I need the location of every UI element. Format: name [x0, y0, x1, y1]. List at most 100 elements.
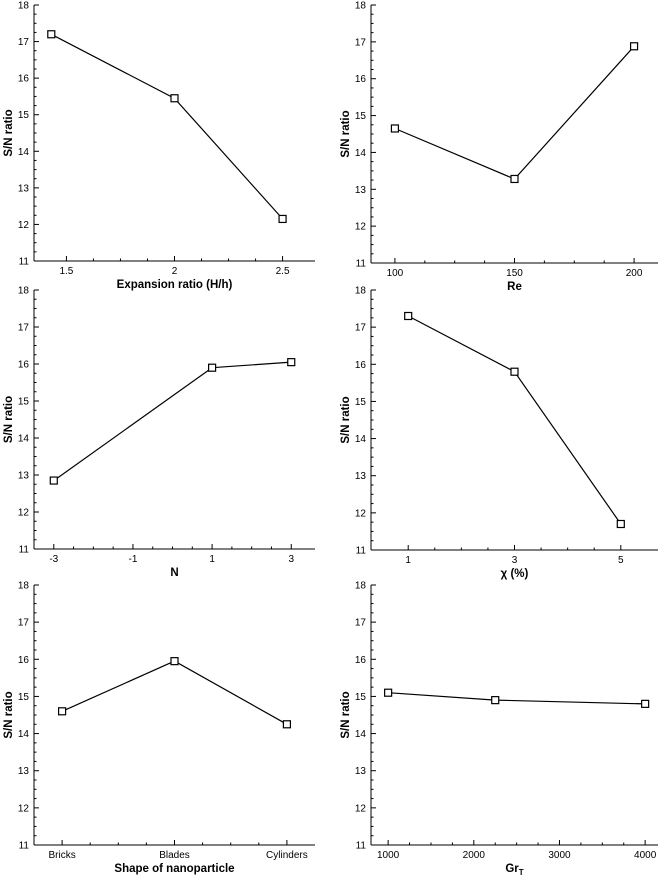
data-point-marker — [287, 358, 296, 367]
x-tick-label: 3 — [288, 554, 294, 565]
y-tick-label: 13 — [355, 471, 367, 482]
y-tick-label: 11 — [19, 545, 30, 556]
x-tick-label: 2.5 — [276, 266, 290, 277]
y-tick-label: 12 — [355, 222, 367, 233]
y-axis-title: S/N ratio — [3, 396, 15, 443]
data-point-marker — [170, 94, 179, 103]
y-tick-label: 17 — [355, 618, 367, 629]
y-axis-title: S/N ratio — [340, 110, 352, 157]
x-tick-label: 3 — [512, 555, 518, 566]
y-tick-label: 16 — [355, 655, 367, 666]
data-point-marker — [616, 519, 625, 529]
chart-panel-reynolds: 11 12 13 14 15 16 17 18 100 150 200 S/N ratio Re — [340, 1, 658, 293]
y-tick-label: 15 — [18, 397, 30, 408]
y-tick-label: 16 — [18, 74, 30, 85]
x-axis-title: χ (%) — [501, 568, 529, 580]
x-tick-label: 2000 — [463, 850, 486, 861]
y-tick-label: 14 — [18, 434, 30, 445]
y-tick-label: 18 — [355, 1, 367, 12]
y-tick-label: 14 — [355, 729, 367, 740]
series-line — [53, 361, 292, 482]
data-point-marker — [384, 688, 393, 697]
series-line — [394, 45, 635, 180]
y-axis-title: S/N ratio — [340, 691, 352, 738]
x-tick-label: Blades — [159, 850, 190, 861]
y-tick-label: 12 — [18, 220, 30, 231]
chart-panel-expansion-ratio: 11 12 13 14 15 16 17 18 1.5 2 2.5 S/N ratio Expansio… — [3, 1, 315, 291]
x-tick-label: 100 — [387, 268, 404, 279]
data-point-marker — [49, 476, 58, 485]
data-point-marker — [390, 124, 400, 133]
x-tick-label: Bricks — [48, 850, 75, 861]
data-point-marker — [629, 42, 639, 51]
x-axis-title: N — [170, 567, 178, 579]
y-tick-label: 12 — [18, 508, 30, 519]
y-tick-label: 14 — [355, 148, 367, 159]
y-tick-label: 12 — [18, 803, 30, 814]
y-tick-label: 15 — [355, 397, 367, 408]
y-tick-label: 15 — [18, 692, 30, 703]
chart-panel-nanoparticle-shape: 11 12 13 14 15 16 17 18 Bricks Blades Cylinders S/N… — [3, 581, 315, 875]
y-tick-label: 18 — [18, 581, 30, 592]
x-tick-label: 150 — [506, 268, 523, 279]
x-axis-title: GrT — [505, 863, 523, 876]
data-point-marker — [170, 657, 179, 666]
x-tick-label: 5 — [618, 555, 624, 566]
data-point-marker — [57, 707, 67, 716]
data-point-marker — [207, 363, 217, 372]
series-line — [388, 692, 646, 705]
x-axis-title-subscript: T — [519, 868, 524, 876]
x-tick-label: 1 — [405, 555, 411, 566]
data-point-marker — [510, 174, 519, 184]
y-tick-label: 14 — [18, 729, 30, 740]
y-tick-label: 14 — [355, 434, 367, 445]
y-tick-label: 12 — [355, 803, 367, 814]
chart-panel-grashof: 11 12 13 14 15 16 17 18 1000 2000 3000 4000 S/N rati… — [340, 581, 658, 876]
x-axis-title: Expansion ratio (H/h) — [117, 279, 233, 291]
x-tick-label: Cylinders — [266, 850, 308, 861]
y-tick-label: 17 — [18, 323, 30, 334]
data-point-marker — [641, 699, 650, 708]
y-axis-title: S/N ratio — [3, 691, 15, 738]
x-tick-label: 1000 — [377, 850, 400, 861]
x-axis-title: Shape of nanoparticle — [114, 863, 234, 875]
y-tick-label: 13 — [355, 766, 367, 777]
y-axis-title: S/N ratio — [3, 109, 15, 156]
y-tick-label: 16 — [18, 655, 30, 666]
y-tick-label: 17 — [18, 37, 30, 48]
x-tick-label: 4000 — [634, 850, 657, 861]
y-tick-label: 18 — [355, 581, 367, 592]
y-tick-label: 11 — [356, 546, 367, 557]
y-axis-title: S/N ratio — [340, 396, 352, 443]
data-point-marker — [47, 30, 56, 39]
y-tick-label: 18 — [18, 286, 30, 297]
x-tick-label: -3 — [49, 554, 58, 565]
data-point-marker — [404, 311, 413, 321]
data-point-marker — [278, 214, 287, 224]
x-tick-label: -1 — [128, 554, 137, 565]
y-tick-label: 15 — [18, 110, 30, 121]
y-tick-label: 18 — [18, 1, 30, 12]
data-point-marker — [282, 720, 291, 729]
y-tick-label: 13 — [18, 766, 30, 777]
y-tick-label: 11 — [19, 257, 30, 268]
y-tick-label: 13 — [355, 185, 367, 196]
x-tick-label: 2 — [172, 266, 178, 277]
x-tick-label: 1 — [209, 554, 215, 565]
y-tick-label: 15 — [355, 692, 367, 703]
y-tick-label: 16 — [355, 360, 367, 371]
series-line — [51, 33, 284, 220]
y-tick-label: 17 — [18, 618, 30, 629]
data-point-marker — [510, 367, 519, 376]
x-axis-title: Re — [507, 281, 522, 293]
y-tick-label: 13 — [18, 183, 30, 194]
y-tick-label: 11 — [19, 841, 30, 852]
y-tick-label: 16 — [355, 74, 367, 85]
y-tick-label: 18 — [355, 286, 367, 297]
data-point-marker — [491, 696, 500, 705]
y-tick-label: 15 — [355, 111, 367, 122]
series-line — [61, 660, 288, 725]
y-tick-label: 11 — [356, 841, 367, 852]
